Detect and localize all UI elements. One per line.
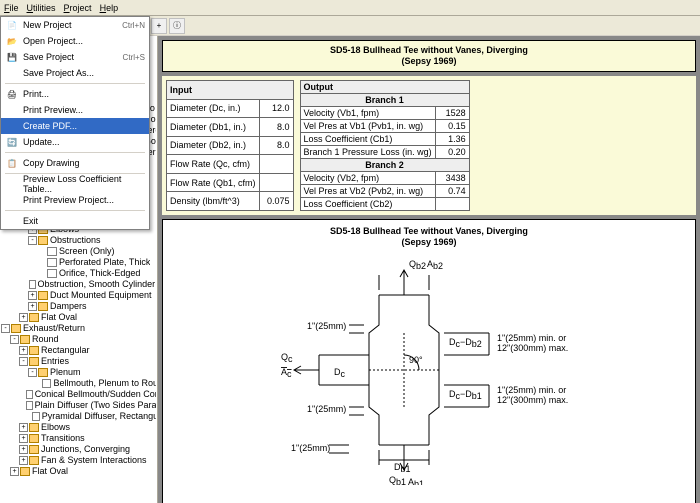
tree-item[interactable]: +Fan & System Interactions (0, 455, 157, 466)
label-dc-db1: Dc−Db1 (449, 389, 482, 401)
dim-range-top: 1"(25mm) min. or12"(300mm) max. (497, 333, 568, 353)
row-val: 3438 (435, 172, 469, 185)
row-key: Diameter (Dc, in.) (167, 99, 260, 118)
menu-item-new-project[interactable]: 📄New ProjectCtrl+N (1, 17, 149, 33)
label-dc: Dc (334, 367, 346, 379)
menu-item-save-project[interactable]: 💾Save ProjectCtrl+S (1, 49, 149, 65)
tree-item[interactable]: +Dampers (0, 301, 157, 312)
toolbar-button-7[interactable]: + (151, 18, 167, 34)
menu-project[interactable]: Project (64, 3, 92, 13)
row-key: Flow Rate (Qc, cfm) (167, 155, 260, 174)
label-db1: Db1 (394, 462, 411, 474)
label-dc-db2: Dc−Db2 (449, 337, 482, 349)
menu-item-save-project-as[interactable]: Save Project As... (1, 65, 149, 81)
label-qc-ac: Qc (281, 352, 293, 364)
menu-item-print[interactable]: 🖨Print... (1, 86, 149, 102)
menu-help[interactable]: Help (100, 3, 119, 13)
dim-1-mid: 1"(25mm) (307, 404, 346, 414)
row-key: Diameter (Db1, in.) (167, 118, 260, 137)
header-title-box: SD5-18 Bullhead Tee without Vanes, Diver… (162, 40, 696, 72)
input-table: Input Diameter (Dc, in.)12.0Diameter (Db… (166, 80, 294, 211)
row-key: Loss Coefficient (Cb2) (300, 198, 435, 211)
menubar: FFileile Utilities Project Help (0, 0, 700, 16)
header-title: SD5-18 Bullhead Tee without Vanes, Diver… (330, 45, 528, 55)
menu-item-exit[interactable]: Exit (1, 213, 149, 229)
content-area: SD5-18 Bullhead Tee without Vanes, Diver… (158, 36, 700, 503)
tree-item[interactable]: Conical Bellmouth/Sudden Contraction, Pl… (0, 389, 157, 400)
tree-item[interactable]: +Elbows (0, 422, 157, 433)
dim-range-bot: 1"(25mm) min. or12"(300mm) max. (497, 385, 568, 405)
row-key: Flow Rate (Qb1, cfm) (167, 173, 260, 192)
label-ab2: Ab2 (427, 259, 443, 271)
tree-item[interactable]: +Junctions, Converging (0, 444, 157, 455)
dim-1-bot: 1"(25mm) (291, 443, 330, 453)
toolbar-button-8[interactable]: ⓘ (169, 18, 185, 34)
menu-item-print-preview[interactable]: Print Preview... (1, 102, 149, 118)
menu-utilities[interactable]: Utilities (27, 3, 56, 13)
drawing-panel: SD5-18 Bullhead Tee without Vanes, Diver… (162, 219, 696, 503)
branch2-header: Branch 2 (300, 159, 469, 172)
tree-item[interactable]: -Plenum (0, 367, 157, 378)
row-val: 0.20 (435, 146, 469, 159)
tree-item[interactable]: +Flat Oval (0, 312, 157, 323)
tree-item[interactable]: Plain Diffuser (Two Sides Parallel), Rec… (0, 400, 157, 411)
row-val: 1528 (435, 107, 469, 120)
tree-item[interactable]: Bellmouth, Plenum to Round (0, 378, 157, 389)
row-key: Velocity (Vb1, fpm) (300, 107, 435, 120)
row-key: Velocity (Vb2, fpm) (300, 172, 435, 185)
row-key: Branch 1 Pressure Loss (in. wg) (300, 146, 435, 159)
menu-item-preview-loss-coefficient-table[interactable]: Preview Loss Coefficient Table... (1, 176, 149, 192)
tree-item[interactable]: -Round (0, 334, 157, 345)
tee-diagram: Qb2 Ab2 90° Qc Ac Dc 1"(25mm) 1"(25mm) 1… (249, 255, 609, 485)
header-subtitle: (Sepsy 1969) (401, 56, 456, 66)
row-key: Diameter (Db2, in.) (167, 136, 260, 155)
branch1-header: Branch 1 (300, 94, 469, 107)
row-val (435, 198, 469, 211)
row-val: 0.15 (435, 120, 469, 133)
tree-item[interactable]: Perforated Plate, Thick (0, 257, 157, 268)
dim-1-top: 1"(25mm) (307, 321, 346, 331)
tree-item[interactable]: -Obstructions (0, 235, 157, 246)
svg-text:Ac: Ac (281, 367, 292, 379)
row-key: Loss Coefficient (Cb1) (300, 133, 435, 146)
row-val: 1.36 (435, 133, 469, 146)
menu-item-open-project[interactable]: 📂Open Project... (1, 33, 149, 49)
label-90: 90° (409, 355, 423, 365)
label-qb1: Qb1 Ab1 (389, 475, 424, 485)
menu-item-print-preview-project[interactable]: Print Preview Project... (1, 192, 149, 208)
tree-item[interactable]: -Entries (0, 356, 157, 367)
row-key: Vel Pres at Vb1 (Pvb1, in. wg) (300, 120, 435, 133)
tree-item[interactable]: Screen (Only) (0, 246, 157, 257)
row-val: 8.0 (259, 118, 293, 137)
menu-item-create-pdf[interactable]: Create PDF... (1, 118, 149, 134)
output-header: Output (300, 81, 469, 94)
row-key: Density (lbm/ft^3) (167, 192, 260, 211)
row-val: 8.0 (259, 136, 293, 155)
menu-item-update[interactable]: 🔄Update... (1, 134, 149, 150)
menu-item-copy-drawing[interactable]: 📋Copy Drawing (1, 155, 149, 171)
row-val (259, 173, 293, 192)
tree-item[interactable]: +Duct Mounted Equipment (0, 290, 157, 301)
menu-file[interactable]: FFileile (4, 3, 19, 13)
row-val: 0.075 (259, 192, 293, 211)
file-menu-dropdown: 📄New ProjectCtrl+N📂Open Project...💾Save … (0, 16, 150, 230)
output-table: Output Branch 1 Velocity (Vb1, fpm)1528V… (300, 80, 470, 211)
input-header: Input (167, 81, 294, 100)
tree-item[interactable]: Orifice, Thick-Edged (0, 268, 157, 279)
row-val: 0.74 (435, 185, 469, 198)
data-tables: Input Diameter (Dc, in.)12.0Diameter (Db… (162, 76, 696, 215)
drawing-title: SD5-18 Bullhead Tee without Vanes, Diver… (163, 220, 695, 254)
row-val (259, 155, 293, 174)
tree-item[interactable]: +Flat Oval (0, 466, 157, 477)
tree-item[interactable]: Obstruction, Smooth Cylinder in Rectangu… (0, 279, 157, 290)
tree-item[interactable]: +Rectangular (0, 345, 157, 356)
tree-item[interactable]: +Transitions (0, 433, 157, 444)
row-key: Vel Pres at Vb2 (Pvb2, in. wg) (300, 185, 435, 198)
row-val: 12.0 (259, 99, 293, 118)
label-qb2: Qb2 (409, 259, 426, 271)
tree-item[interactable]: -Exhaust/Return (0, 323, 157, 334)
tree-item[interactable]: Pyramidal Diffuser, Rectangular to Plenu… (0, 411, 157, 422)
